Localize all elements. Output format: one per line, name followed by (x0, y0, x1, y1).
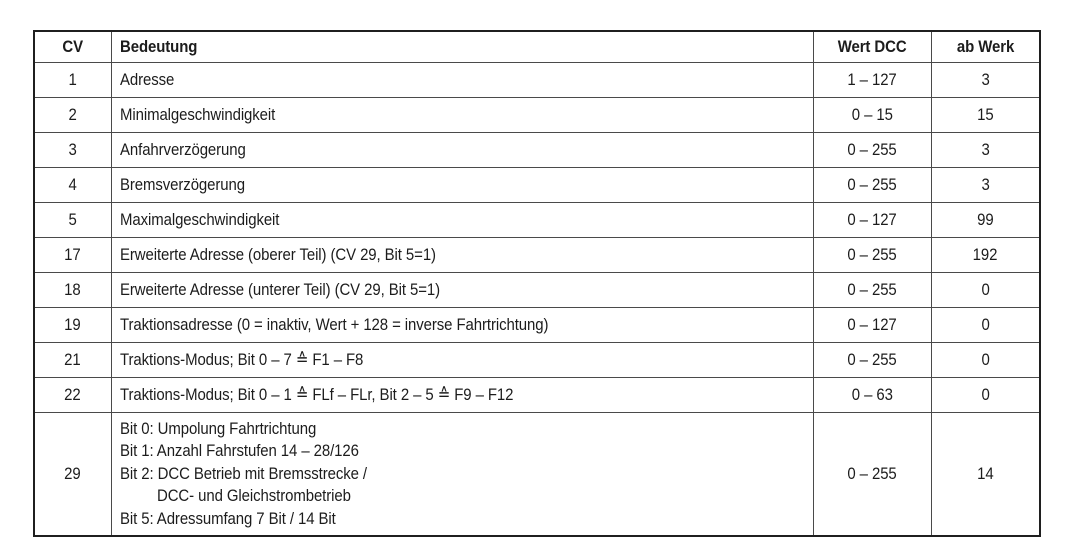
cv-cell: 17 (33, 237, 112, 273)
ab-werk-cell: 14 (930, 412, 1041, 537)
wert-dcc-cell: 0 – 255 (812, 342, 932, 378)
table-row: 21 Traktions-Modus; Bit 0 – 7 ≙ F1 – F8 … (33, 342, 1041, 378)
table-row: 18 Erweiterte Adresse (unterer Teil) (CV… (33, 272, 1041, 308)
bedeutung-cell: Erweiterte Adresse (oberer Teil) (CV 29,… (110, 237, 814, 273)
table-row: 1 Adresse 1 – 127 3 (33, 62, 1041, 98)
ab-werk-cell: 0 (930, 307, 1041, 343)
wert-dcc-cell: 0 – 127 (812, 307, 932, 343)
bedeutung-cell: Erweiterte Adresse (unterer Teil) (CV 29… (110, 272, 814, 308)
cv-cell: 5 (33, 202, 112, 238)
bedeutung-cell: Anfahrverzögerung (110, 132, 814, 168)
header-cv: CV (33, 30, 112, 63)
table-row: 29 Bit 0: Umpolung Fahrtrichtung Bit 1: … (33, 412, 1041, 537)
table-row: 19 Traktionsadresse (0 = inaktiv, Wert +… (33, 307, 1041, 343)
wert-dcc-cell: 0 – 255 (812, 272, 932, 308)
header-ab-werk: ab Werk (930, 30, 1041, 63)
bit-line: Bit 1: Anzahl Fahrstufen 14 – 28/126 (119, 441, 359, 461)
bedeutung-cell: Traktionsadresse (0 = inaktiv, Wert + 12… (110, 307, 814, 343)
cv-cell: 2 (33, 97, 112, 133)
wert-dcc-cell: 1 – 127 (812, 62, 932, 98)
wert-dcc-cell: 0 – 15 (812, 97, 932, 133)
wert-dcc-cell: 0 – 127 (812, 202, 932, 238)
bit-line-continuation: DCC- und Gleichstrombetrieb (156, 486, 351, 506)
wert-dcc-cell: 0 – 255 (812, 167, 932, 203)
ab-werk-cell: 15 (930, 97, 1041, 133)
cv-cell: 21 (33, 342, 112, 378)
table-row: 3 Anfahrverzögerung 0 – 255 3 (33, 132, 1041, 168)
cv-cell: 19 (33, 307, 112, 343)
table-header-row: CV Bedeutung Wert DCC ab Werk (33, 30, 1041, 63)
bit-line: Bit 5: Adressumfang 7 Bit / 14 Bit (119, 508, 336, 528)
ab-werk-cell: 192 (930, 237, 1041, 273)
wert-dcc-cell: 0 – 63 (812, 377, 932, 413)
table-row: 17 Erweiterte Adresse (oberer Teil) (CV … (33, 237, 1041, 273)
cv-cell: 3 (33, 132, 112, 168)
header-wert-dcc: Wert DCC (812, 30, 932, 63)
bedeutung-cell: Adresse (110, 62, 814, 98)
bedeutung-cell: Bit 0: Umpolung Fahrtrichtung Bit 1: Anz… (110, 412, 814, 537)
ab-werk-cell: 99 (930, 202, 1041, 238)
wert-dcc-cell: 0 – 255 (812, 132, 932, 168)
bit-line: Bit 0: Umpolung Fahrtrichtung (119, 418, 316, 438)
cv-cell: 18 (33, 272, 112, 308)
cv-cell: 29 (33, 412, 112, 537)
table-row: 5 Maximalgeschwindigkeit 0 – 127 99 (33, 202, 1041, 238)
table-row: 2 Minimalgeschwindigkeit 0 – 15 15 (33, 97, 1041, 133)
bedeutung-cell: Traktions-Modus; Bit 0 – 7 ≙ F1 – F8 (110, 342, 814, 378)
cv-cell: 4 (33, 167, 112, 203)
ab-werk-cell: 0 (930, 377, 1041, 413)
table-row: 4 Bremsverzögerung 0 – 255 3 (33, 167, 1041, 203)
bit-line: Bit 2: DCC Betrieb mit Bremsstrecke / (119, 463, 367, 483)
wert-dcc-cell: 0 – 255 (812, 237, 932, 273)
bedeutung-cell: Maximalgeschwindigkeit (110, 202, 814, 238)
bedeutung-cell: Minimalgeschwindigkeit (110, 97, 814, 133)
header-bedeutung: Bedeutung (110, 30, 814, 63)
ab-werk-cell: 3 (930, 62, 1041, 98)
cv-cell: 22 (33, 377, 112, 413)
ab-werk-cell: 3 (930, 167, 1041, 203)
cv-cell: 1 (33, 62, 112, 98)
cv-table: CV Bedeutung Wert DCC ab Werk 1 Adresse … (33, 30, 1041, 537)
bedeutung-cell: Bremsverzögerung (110, 167, 814, 203)
wert-dcc-cell: 0 – 255 (812, 412, 932, 537)
bedeutung-cell: Traktions-Modus; Bit 0 – 1 ≙ FLf – FLr, … (110, 377, 814, 413)
ab-werk-cell: 3 (930, 132, 1041, 168)
table-row: 22 Traktions-Modus; Bit 0 – 1 ≙ FLf – FL… (33, 377, 1041, 413)
ab-werk-cell: 0 (930, 272, 1041, 308)
ab-werk-cell: 0 (930, 342, 1041, 378)
